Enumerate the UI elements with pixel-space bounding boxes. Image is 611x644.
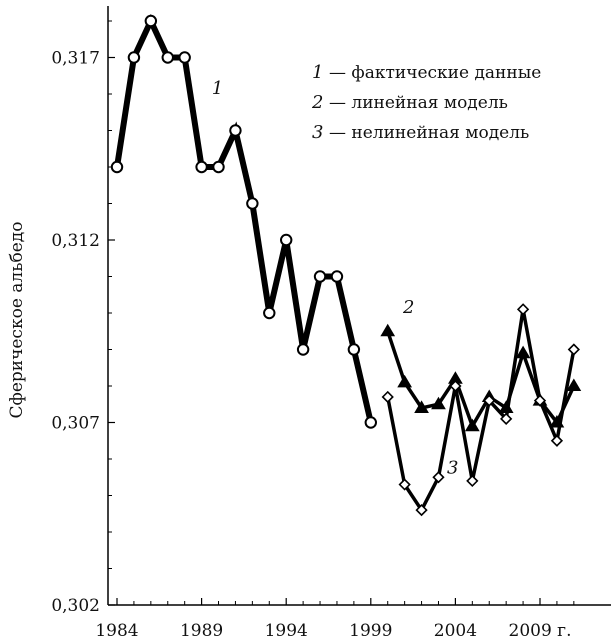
data-point bbox=[449, 379, 462, 393]
data-point bbox=[364, 416, 377, 429]
x-tick-label: 1984 bbox=[95, 621, 138, 641]
data-point bbox=[431, 396, 446, 410]
series-line-3 bbox=[386, 309, 576, 514]
series-annotation: 1 bbox=[212, 78, 223, 99]
data-point bbox=[533, 394, 547, 407]
data-point bbox=[466, 474, 479, 488]
data-point bbox=[127, 51, 141, 64]
data-point bbox=[330, 270, 344, 283]
x-tick-label: 1999 bbox=[349, 621, 392, 641]
data-point bbox=[549, 415, 565, 428]
legend-entry-number: 1 bbox=[312, 62, 323, 83]
data-point bbox=[381, 390, 394, 404]
data-point bbox=[280, 233, 293, 247]
data-point bbox=[432, 471, 445, 484]
x-tick-label: 2009 г. bbox=[509, 621, 572, 641]
data-point bbox=[161, 51, 174, 64]
x-tick-label: 1989 bbox=[180, 621, 223, 641]
data-point bbox=[498, 400, 514, 413]
data-point bbox=[246, 197, 259, 210]
y-tick-label: 0,302 bbox=[51, 596, 100, 616]
legend-entry-number: 2 bbox=[311, 92, 323, 113]
series-line-1 bbox=[114, 13, 374, 424]
data-point bbox=[483, 394, 496, 407]
data-point bbox=[516, 303, 530, 316]
data-point bbox=[566, 378, 582, 392]
data-point bbox=[195, 160, 208, 174]
x-tick-label: 2004 bbox=[434, 621, 477, 641]
annotations: 1 2 3 bbox=[212, 78, 459, 479]
data-point bbox=[397, 374, 413, 388]
y-tick-label: 0,307 bbox=[51, 414, 100, 434]
data-point bbox=[347, 343, 361, 356]
legend-entry-text: — фактические данные bbox=[329, 63, 541, 83]
x-tick-label: 1994 bbox=[265, 621, 308, 641]
data-point bbox=[212, 160, 225, 174]
y-tick-label: 0,312 bbox=[51, 231, 100, 251]
data-point bbox=[515, 345, 531, 359]
legend-entry-text: — линейная модель bbox=[329, 93, 508, 113]
legend-entry-text: — нелинейная модель bbox=[329, 123, 529, 143]
series-annotation: 2 bbox=[402, 297, 414, 318]
legend: 1 — фактические данные 2 — линейная модель 3… bbox=[311, 62, 541, 143]
data-point bbox=[263, 306, 276, 320]
data-point bbox=[398, 478, 411, 491]
data-point bbox=[500, 412, 513, 425]
y-axis-label: Сферическое альбедо bbox=[7, 222, 27, 419]
y-tick-label: 0,317 bbox=[51, 49, 100, 69]
data-point bbox=[464, 418, 480, 432]
data-point bbox=[229, 124, 242, 137]
axes: 1984 1989 1994 1999 2004 2009 г. 0,302 0,307 0,3… bbox=[51, 6, 611, 641]
series-layer bbox=[110, 13, 582, 517]
data-point bbox=[380, 323, 396, 337]
data-point bbox=[313, 270, 327, 283]
legend-entry-number: 3 bbox=[312, 122, 323, 143]
data-point bbox=[414, 400, 429, 413]
data-point bbox=[178, 51, 191, 64]
data-point bbox=[415, 503, 428, 517]
series-annotation: 3 bbox=[447, 458, 458, 479]
data-point bbox=[110, 160, 124, 174]
data-point bbox=[550, 434, 564, 447]
data-point bbox=[567, 343, 580, 356]
data-point bbox=[296, 343, 310, 356]
data-point bbox=[144, 14, 158, 28]
